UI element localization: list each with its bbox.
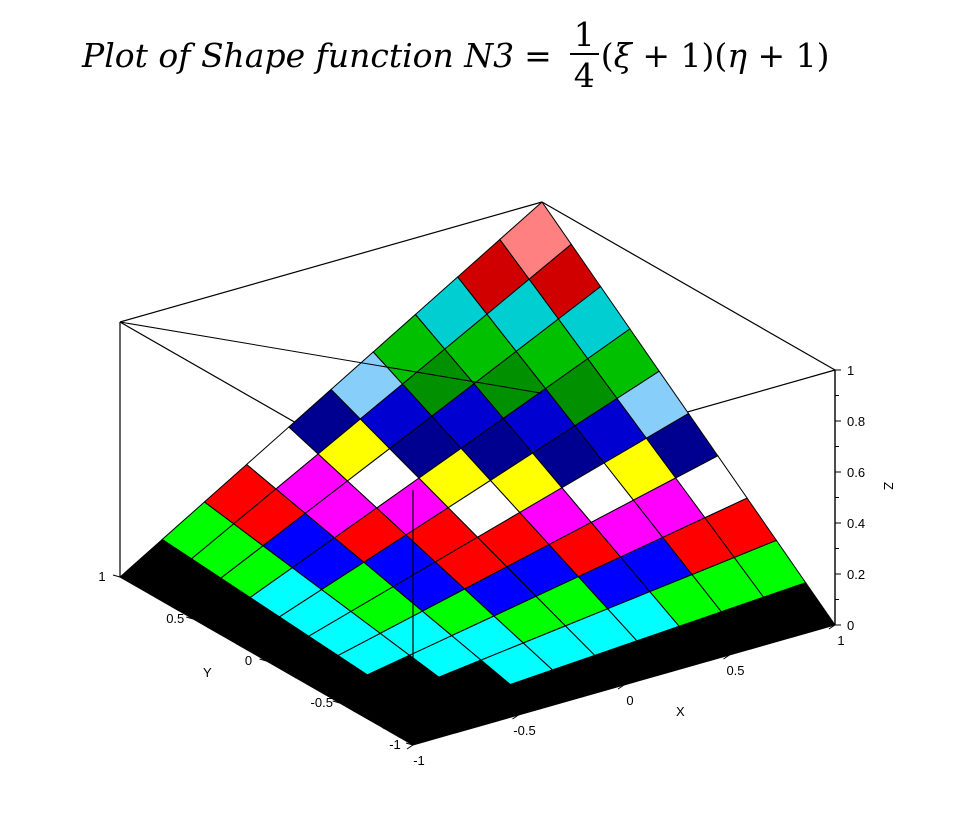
title-equals: = xyxy=(524,35,552,75)
paren-open: ( xyxy=(600,35,614,75)
formula-part2: + 1) xyxy=(747,35,830,75)
z-tick-label: 0.4 xyxy=(847,516,865,531)
fraction-numerator: 1 xyxy=(569,18,599,55)
x-tick-label: 1 xyxy=(837,633,844,648)
surface-mesh xyxy=(119,201,836,746)
x-tick xyxy=(828,624,836,630)
y-tick xyxy=(186,616,194,620)
box-edge-front xyxy=(119,321,543,394)
formula-part1: + 1)( xyxy=(631,35,728,75)
z-tick-label: 0.6 xyxy=(847,465,865,480)
x-tick xyxy=(723,654,730,660)
title-formula: (ξ + 1)(η + 1) xyxy=(601,36,830,75)
x-tick-label: -0.5 xyxy=(513,723,535,738)
x-tick xyxy=(512,714,519,720)
x-tick-label: -1 xyxy=(413,753,425,768)
z-axis-label: Z xyxy=(881,482,896,490)
y-axis-label: Y xyxy=(203,665,212,680)
y-tick xyxy=(405,742,414,746)
fraction-denominator: 4 xyxy=(573,56,595,95)
axes-box-front xyxy=(119,321,543,745)
x-tick-label: 0.5 xyxy=(726,663,744,678)
z-tick-label: 1 xyxy=(847,363,854,378)
y-tick xyxy=(112,574,121,578)
y-tick-label: -1 xyxy=(389,737,401,752)
box-edge xyxy=(541,201,836,371)
y-tick-label: 1 xyxy=(98,569,105,584)
y-tick xyxy=(259,658,267,662)
eta-symbol: η xyxy=(727,35,748,75)
x-tick-label: 0 xyxy=(626,693,633,708)
y-tick-label: -0.5 xyxy=(311,695,333,710)
x-tick xyxy=(617,684,625,690)
z-tick-label: 0 xyxy=(847,618,854,633)
y-tick xyxy=(332,700,340,704)
chart-title: Plot of Shape function N3 = 1 4 (ξ + 1)(… xyxy=(82,10,902,100)
x-tick xyxy=(406,744,414,750)
z-tick-label: 0.8 xyxy=(847,414,865,429)
surface-cell xyxy=(382,713,457,746)
y-tick-label: 0 xyxy=(245,653,252,668)
z-tick-label: 0.2 xyxy=(847,567,865,582)
xi-symbol: ξ xyxy=(613,35,632,75)
title-fraction: 1 4 xyxy=(569,18,599,95)
title-prefix: Plot of Shape function N3 xyxy=(82,35,515,75)
box-edge xyxy=(119,201,543,323)
x-axis-label: X xyxy=(676,704,685,719)
axis-ticks: 0 0.2 0.4 0.6 0.8 1 -1 -0.5 0 0.5 1 -1 -0.5 0 0.5 1 xyxy=(98,363,865,768)
y-tick-label: 0.5 xyxy=(166,611,184,626)
